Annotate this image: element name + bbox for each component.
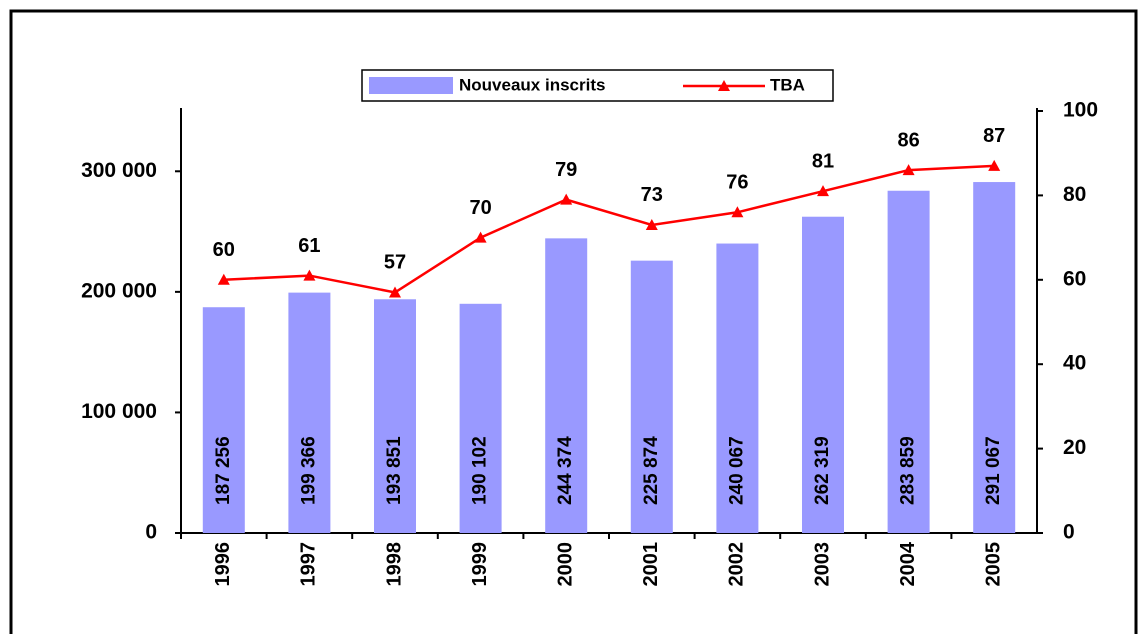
y2-tick-label: 100 (1063, 99, 1098, 122)
x-tick-label: 2005 (982, 542, 1004, 587)
bar-value-label: 199 366 (298, 436, 319, 505)
line-value-label: 57 (384, 252, 406, 274)
y2-tick-label: 20 (1063, 436, 1086, 459)
line-marker (902, 164, 915, 176)
line (223, 164, 995, 294)
x-tick-label: 1999 (469, 542, 491, 587)
y-tick-label: 100 000 (81, 400, 157, 423)
line-value-label: 73 (641, 184, 663, 206)
legend-swatch (369, 77, 453, 94)
legend-label: TBA (770, 75, 805, 94)
line-marker (645, 218, 658, 230)
line-marker (988, 159, 1001, 171)
bar (202, 307, 245, 533)
x-tick-label: 2001 (640, 542, 662, 587)
x-tick-label: 2002 (726, 542, 748, 587)
bar-value-label: 190 102 (470, 436, 491, 505)
bar-value-label: 187 256 (213, 436, 234, 505)
bar (973, 182, 1016, 533)
y2-tick-label: 40 (1063, 352, 1086, 375)
y-tick-label: 300 000 (81, 159, 157, 182)
bar-value-label: 262 319 (812, 436, 833, 505)
x-tick-label: 1997 (298, 542, 320, 587)
bar-value-label: 225 874 (641, 436, 662, 505)
legend-label: Nouveaux inscrits (459, 75, 605, 94)
y2-tick-label: 60 (1063, 267, 1086, 290)
line-value-label: 81 (812, 150, 834, 172)
line-value-label: 70 (469, 197, 491, 219)
y2-tick-label: 0 (1063, 521, 1075, 544)
line-marker (731, 206, 744, 218)
line-value-label: 79 (555, 159, 577, 181)
bar (630, 260, 673, 533)
y2-tick-label: 80 (1063, 183, 1086, 206)
line-value-label: 87 (983, 125, 1005, 147)
x-tick-label: 2004 (897, 541, 919, 586)
line-marker (217, 273, 230, 285)
line-value-label: 61 (298, 235, 320, 257)
line-marker (474, 231, 487, 243)
line-value-label: 76 (726, 172, 748, 194)
x-tick-label: 2003 (811, 542, 833, 587)
legend-marker (718, 80, 730, 91)
bar-value-label: 240 067 (726, 436, 747, 505)
line-marker (817, 185, 829, 197)
line-value-label: 86 (897, 129, 919, 151)
bar-value-label: 193 851 (384, 436, 405, 505)
bar (716, 243, 759, 533)
frame (9, 9, 1138, 634)
bar-value-label: 244 374 (555, 436, 576, 505)
bar (887, 190, 930, 534)
bar-value-label: 283 859 (898, 436, 919, 505)
y-tick-label: 200 000 (81, 279, 157, 302)
line-marker (560, 193, 573, 205)
y-tick-label: 0 (145, 521, 157, 544)
x-tick-label: 2000 (554, 542, 576, 587)
line-value-label: 60 (213, 239, 235, 261)
x-tick-label: 1998 (383, 542, 405, 587)
line-marker (389, 286, 401, 298)
x-tick-label: 1996 (212, 542, 234, 587)
bar (374, 299, 416, 533)
bar (288, 292, 331, 533)
bar-value-label: 291 067 (983, 436, 1004, 505)
bar (802, 216, 844, 533)
bar (545, 238, 588, 533)
line-marker (303, 269, 316, 281)
bar (459, 303, 502, 533)
